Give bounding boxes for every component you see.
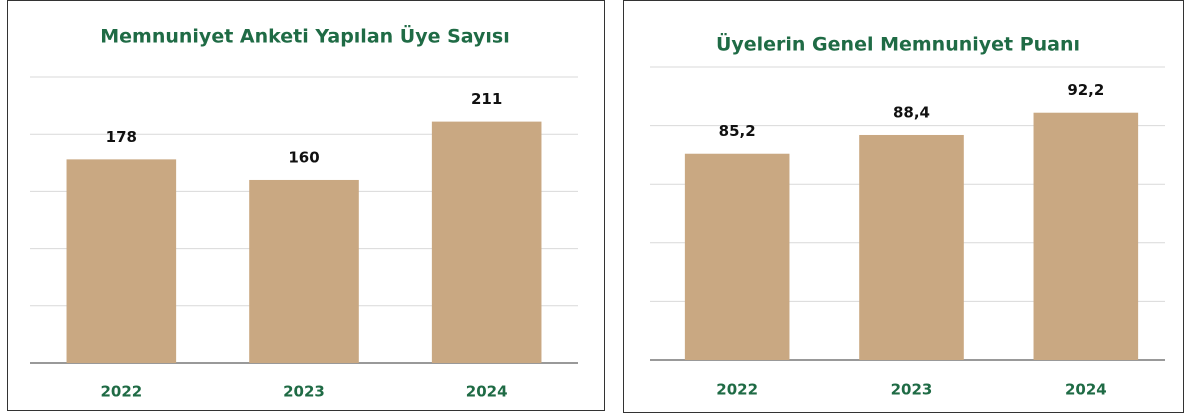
bar bbox=[431, 121, 542, 363]
x-tick-label: 2022 bbox=[100, 383, 142, 401]
bar bbox=[859, 134, 964, 360]
x-tick-label: 2024 bbox=[466, 383, 508, 401]
x-tick-label: 2023 bbox=[283, 383, 325, 401]
bar bbox=[684, 153, 790, 360]
data-label: 85,2 bbox=[719, 122, 756, 140]
data-label: 211 bbox=[471, 90, 502, 108]
chart-title: Memnuniyet Anketi Yapılan Üye Sayısı bbox=[100, 24, 509, 48]
x-tick-label: 2023 bbox=[891, 381, 933, 399]
bar bbox=[1033, 112, 1139, 360]
data-label: 92,2 bbox=[1067, 81, 1104, 99]
bar bbox=[249, 179, 359, 363]
x-tick-label: 2022 bbox=[716, 381, 758, 399]
data-label: 160 bbox=[288, 148, 319, 166]
x-tick-label: 2024 bbox=[1065, 381, 1107, 399]
bar bbox=[66, 159, 177, 363]
chart-title: Üyelerin Genel Memnuniyet Puanı bbox=[716, 32, 1080, 56]
data-label: 178 bbox=[106, 128, 137, 146]
data-label: 88,4 bbox=[893, 103, 930, 121]
